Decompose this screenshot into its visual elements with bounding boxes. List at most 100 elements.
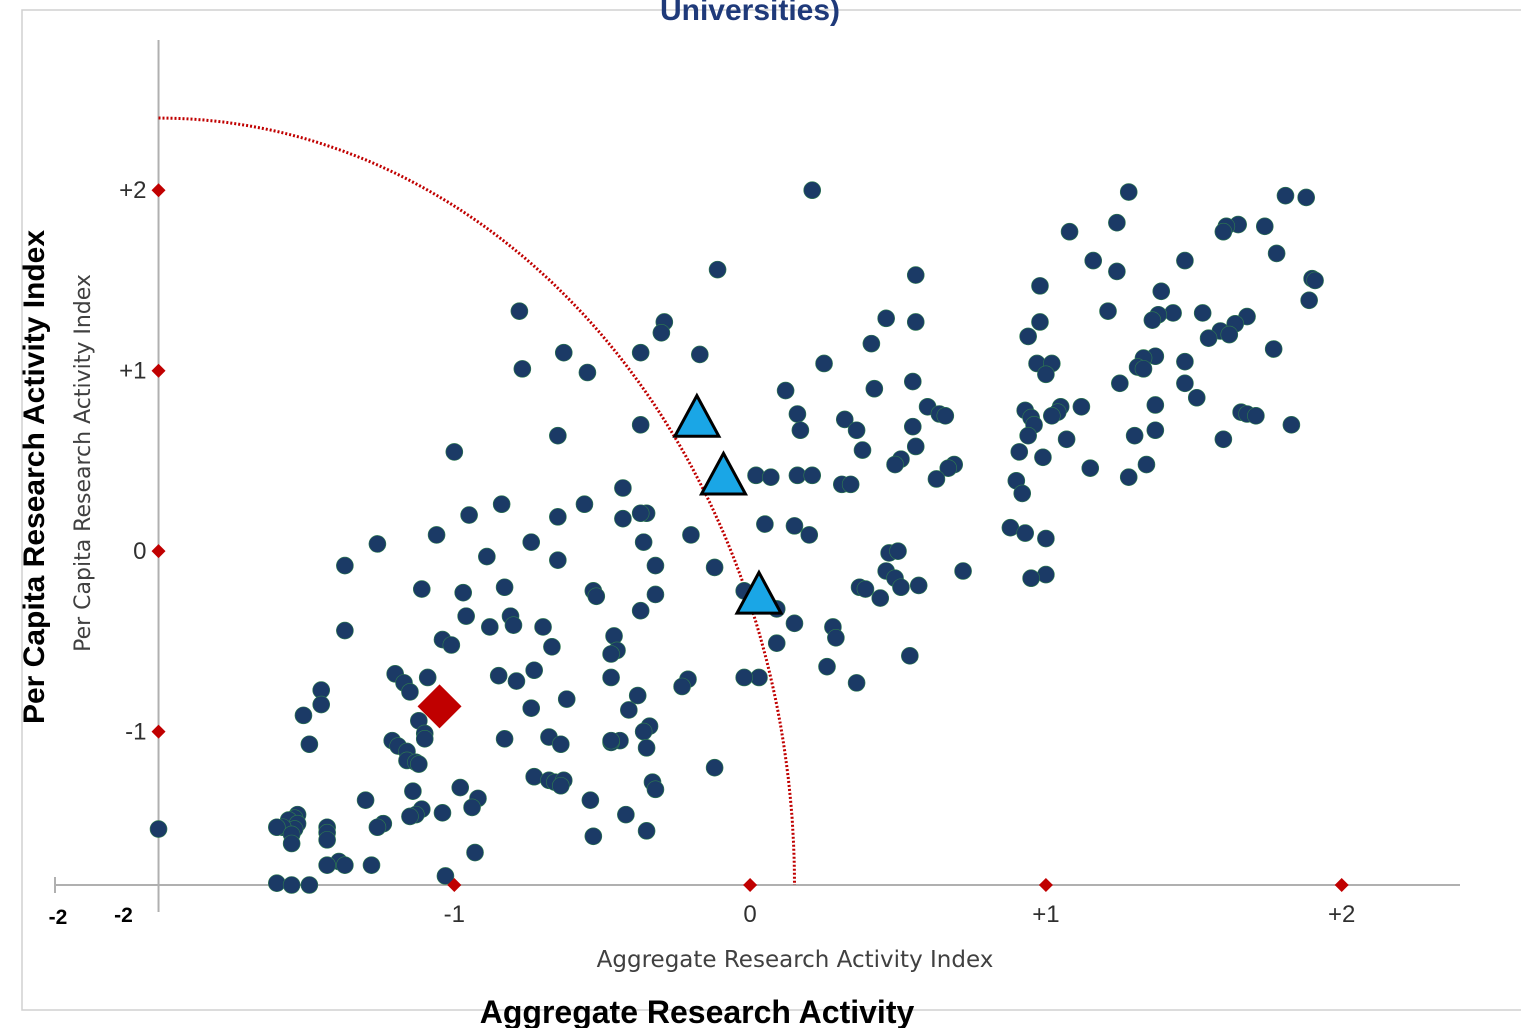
data-point <box>901 647 919 665</box>
data-point <box>268 874 286 892</box>
data-point <box>803 466 822 485</box>
data-point <box>368 818 387 837</box>
diamond-marker <box>417 684 462 729</box>
data-point <box>1282 416 1301 434</box>
data-point <box>877 309 895 328</box>
data-point <box>575 495 594 514</box>
data-point <box>767 634 786 652</box>
data-point <box>747 466 765 485</box>
data-point <box>1037 565 1055 584</box>
chart-frame <box>21 9 1521 1011</box>
data-point <box>776 381 795 400</box>
data-point <box>1176 251 1194 270</box>
x-tick-marker <box>743 878 758 892</box>
data-point <box>454 583 472 602</box>
data-point <box>149 820 168 838</box>
data-point <box>401 683 419 701</box>
data-point <box>620 701 638 719</box>
data-point <box>646 585 665 604</box>
data-point <box>602 668 620 687</box>
data-point <box>1146 396 1165 414</box>
data-point <box>300 876 319 894</box>
x-tick-label: -1 <box>444 901 465 928</box>
data-point <box>892 578 910 597</box>
data-point <box>1247 407 1265 425</box>
data-point <box>457 607 475 625</box>
data-point <box>631 343 650 362</box>
data-point <box>318 831 336 849</box>
data-point <box>445 443 464 461</box>
data-point <box>847 674 866 692</box>
y-axis-inner-label: Per Capita Research Activity Index <box>71 274 96 652</box>
y-tick-marker <box>151 363 166 378</box>
x-tick-label: +2 <box>1328 901 1355 928</box>
data-point <box>788 405 807 423</box>
data-point <box>1031 313 1049 331</box>
data-point <box>605 627 623 645</box>
y-tick-label: +2 <box>119 177 146 204</box>
data-point <box>1193 304 1212 322</box>
data-point <box>557 690 576 708</box>
data-point <box>522 699 541 717</box>
data-point <box>871 589 890 607</box>
y-tick-label: +1 <box>119 358 146 385</box>
data-point <box>708 260 727 279</box>
data-point <box>282 834 301 853</box>
data-point <box>735 668 753 687</box>
data-point <box>587 587 606 606</box>
data-point <box>614 509 632 528</box>
x-tick-marker <box>1038 878 1053 892</box>
data-point <box>1297 188 1315 207</box>
data-point <box>936 407 955 425</box>
data-point <box>362 856 381 874</box>
data-point <box>1099 302 1117 320</box>
data-point <box>1111 374 1129 393</box>
data-point <box>841 475 860 494</box>
data-point <box>631 504 650 523</box>
data-point <box>1108 213 1126 232</box>
data-point <box>705 758 724 777</box>
data-point <box>637 739 656 757</box>
data-point <box>404 782 422 800</box>
data-point <box>856 580 875 598</box>
data-point <box>1264 340 1283 358</box>
x-tick-label: -2 <box>114 904 133 927</box>
data-point <box>492 495 511 514</box>
data-point <box>336 856 354 874</box>
data-point <box>1037 365 1055 384</box>
data-point <box>906 313 925 331</box>
data-point <box>1072 397 1091 416</box>
x-tick-label: 0 <box>743 901 756 928</box>
data-point <box>504 616 523 634</box>
data-point <box>1137 455 1156 474</box>
data-point <box>906 437 925 456</box>
data-point <box>1010 443 1029 461</box>
data-point <box>1022 569 1040 588</box>
data-point <box>646 556 665 575</box>
tick-labels: -2 -1 0 +1 +2 -1 0 +1 +2 <box>114 177 1355 928</box>
data-point <box>785 517 804 535</box>
data-point <box>356 791 375 809</box>
data-point <box>584 827 603 846</box>
data-point <box>1057 430 1076 449</box>
data-point <box>543 637 561 656</box>
data-point <box>410 755 428 773</box>
data-point <box>637 822 656 840</box>
data-point <box>682 526 700 544</box>
data-point <box>268 818 286 837</box>
data-point <box>578 363 597 382</box>
data-point <box>827 628 845 647</box>
data-point <box>1176 374 1194 393</box>
data-point <box>1143 311 1162 329</box>
data-point <box>1214 430 1233 449</box>
data-point <box>634 533 653 551</box>
data-point <box>1300 291 1318 310</box>
data-point <box>800 526 819 544</box>
data-point <box>865 379 884 398</box>
data-point <box>1199 329 1218 348</box>
y-tick-marker <box>151 724 166 739</box>
data-point <box>903 417 922 436</box>
data-point <box>466 843 484 862</box>
data-point <box>418 668 437 687</box>
data-point <box>368 535 387 553</box>
